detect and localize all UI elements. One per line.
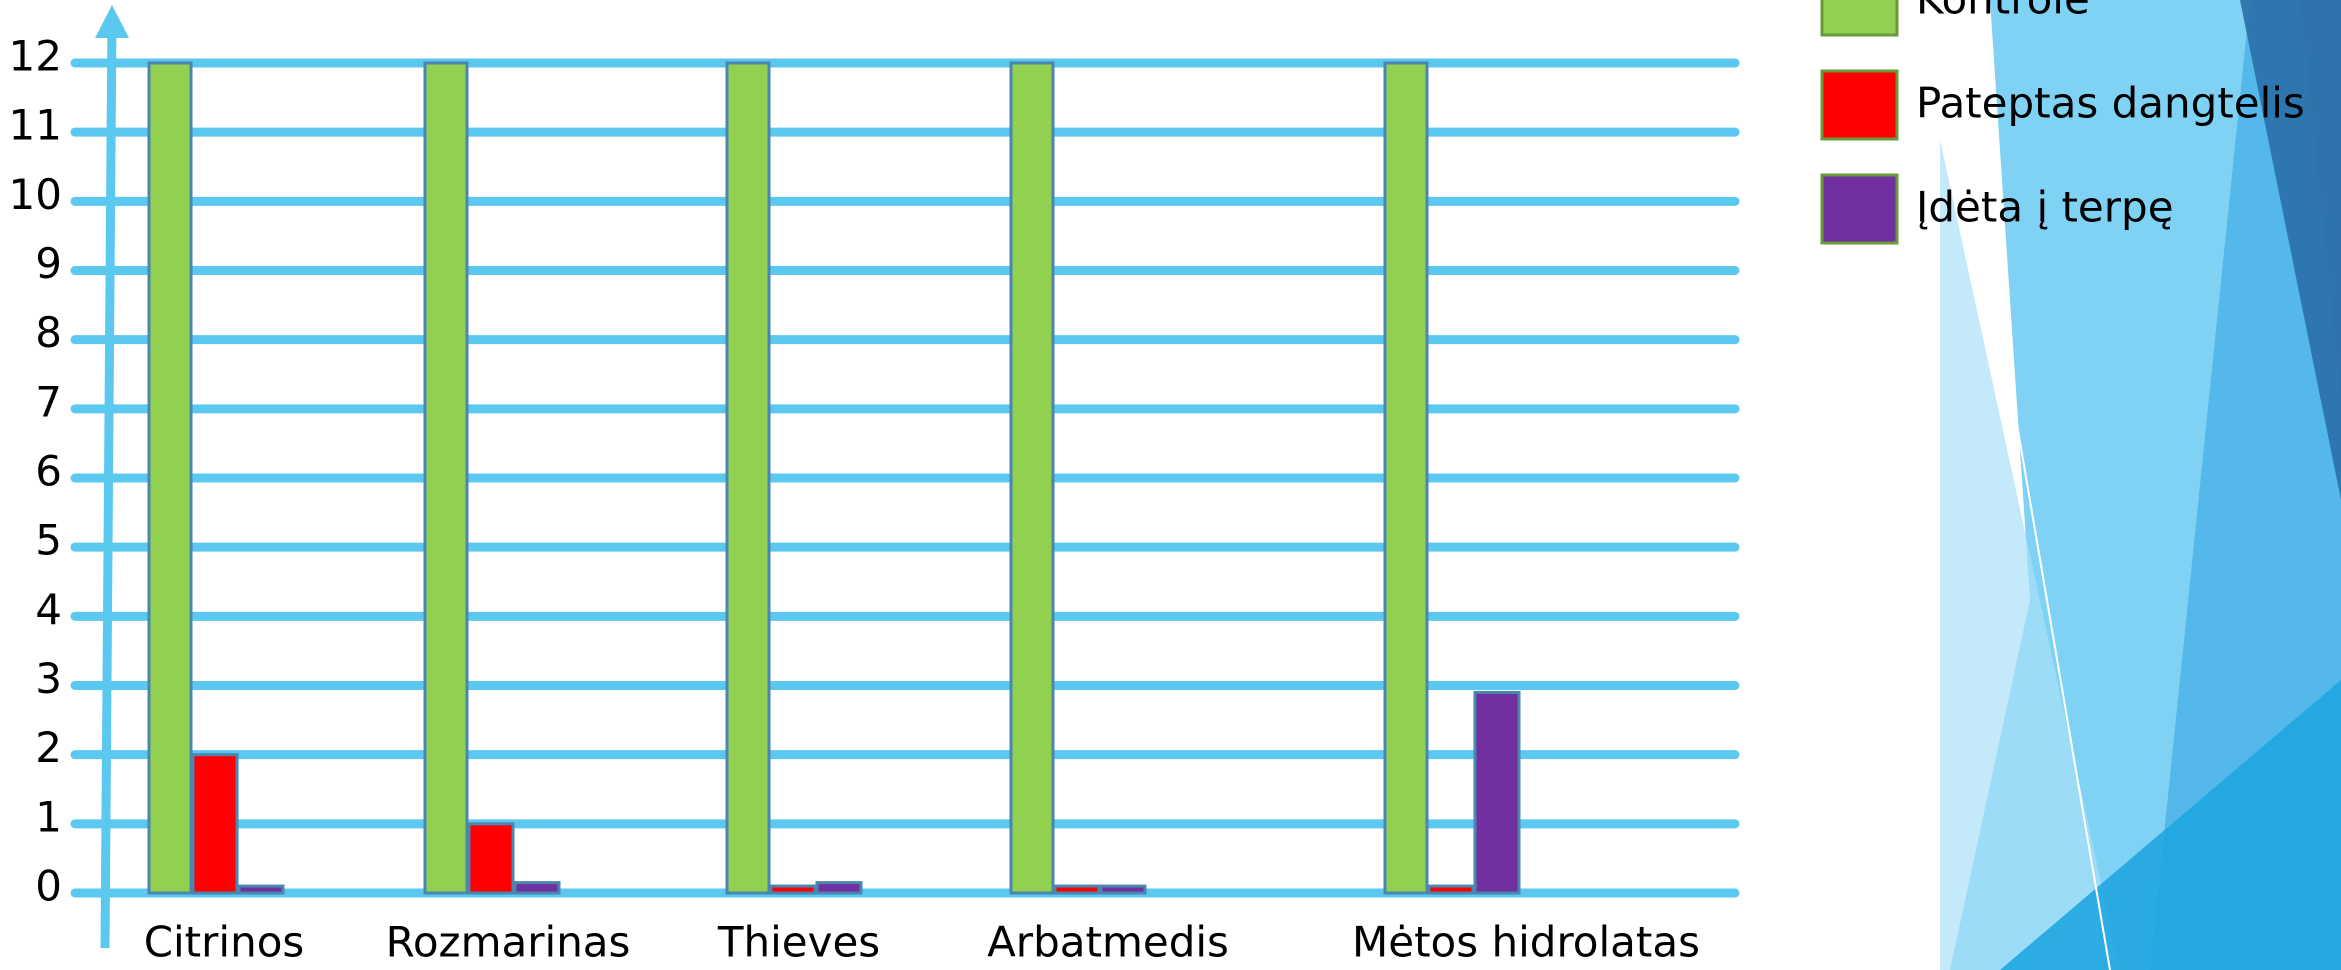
y-tick-label: 9 bbox=[35, 239, 62, 288]
x-tick-label: Thieves bbox=[717, 918, 880, 967]
bar bbox=[1099, 884, 1147, 895]
x-tick-label: Rozmarinas bbox=[386, 918, 631, 967]
legend-swatch bbox=[1820, 69, 1899, 141]
y-tick-label: 10 bbox=[9, 170, 62, 219]
legend-label: Įdėta į terpę bbox=[1916, 183, 2174, 232]
y-tick-label: 0 bbox=[35, 862, 62, 911]
legend-label: Kontrolė bbox=[1916, 0, 2090, 24]
bar bbox=[467, 822, 515, 895]
bar bbox=[725, 61, 771, 895]
x-tick-label: Arbatmedis bbox=[987, 918, 1229, 967]
y-tick-label: 3 bbox=[35, 654, 62, 703]
y-tick-label: 1 bbox=[35, 792, 62, 841]
y-tick-label: 11 bbox=[9, 101, 62, 150]
bar bbox=[237, 884, 285, 895]
bar bbox=[147, 61, 193, 895]
y-tick-label: 7 bbox=[35, 377, 62, 426]
y-tick-label: 4 bbox=[35, 585, 62, 634]
legend-swatch bbox=[1820, 0, 1899, 37]
bar bbox=[1383, 61, 1429, 895]
bar bbox=[1053, 884, 1101, 895]
y-axis-arrow bbox=[95, 5, 129, 38]
bar bbox=[769, 884, 817, 895]
legend-swatch bbox=[1820, 173, 1899, 245]
bar bbox=[513, 881, 561, 895]
bar bbox=[1473, 690, 1521, 895]
bar bbox=[815, 881, 863, 895]
bar bbox=[423, 61, 469, 895]
background-decoration bbox=[1940, 0, 2341, 970]
y-tick-label: 6 bbox=[35, 447, 62, 496]
bar bbox=[1009, 61, 1055, 895]
y-tick-label: 5 bbox=[35, 516, 62, 565]
x-tick-label: Citrinos bbox=[144, 918, 305, 967]
bar bbox=[1427, 884, 1475, 895]
y-tick-label: 8 bbox=[35, 308, 62, 357]
y-tick-label: 2 bbox=[35, 723, 62, 772]
legend-label: Pateptas dangtelis bbox=[1916, 79, 2305, 128]
x-tick-label: Mėtos hidrolatas bbox=[1352, 918, 1700, 967]
bar bbox=[191, 753, 239, 895]
y-tick-label: 12 bbox=[9, 32, 62, 81]
